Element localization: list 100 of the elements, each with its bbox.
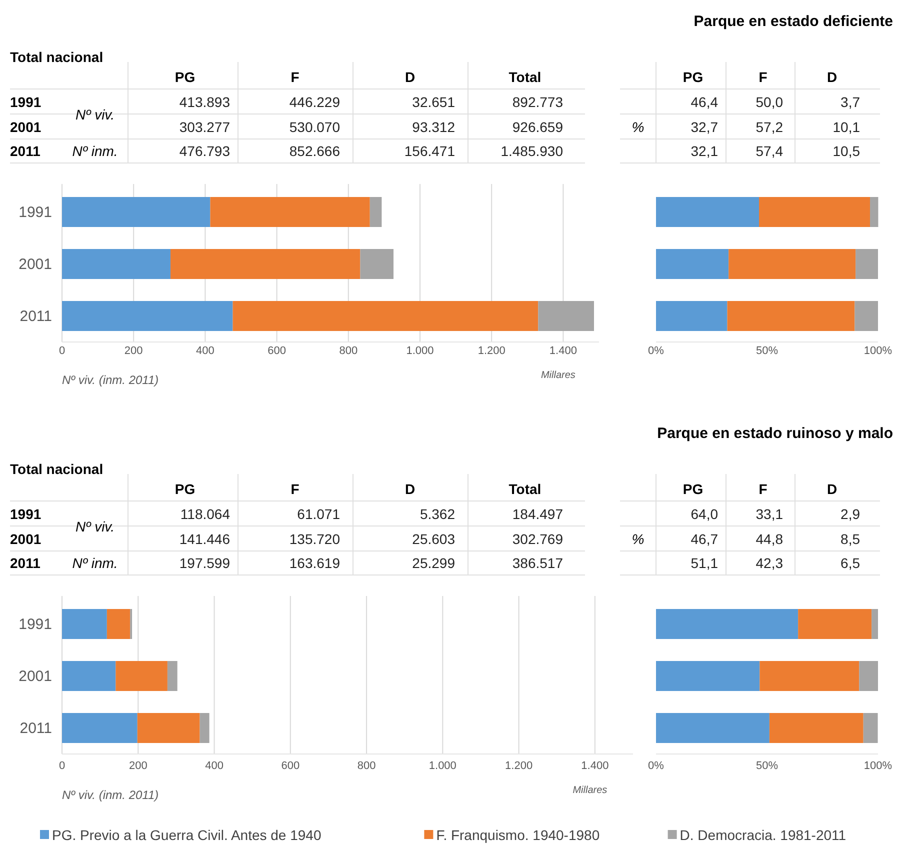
- bar: [62, 661, 116, 691]
- bar: [232, 301, 538, 331]
- bar: [370, 197, 382, 227]
- x-tick-label: 200: [124, 345, 143, 357]
- y-tick-label: 2001: [18, 256, 52, 273]
- bar: [872, 609, 878, 639]
- text: Parque en estado ruinoso y malo: [657, 425, 893, 442]
- category-label: D: [826, 69, 838, 85]
- text: 32,7: [690, 119, 718, 135]
- bar: [170, 249, 360, 279]
- bar: [656, 609, 798, 639]
- bar: [167, 661, 178, 691]
- category-label: PG: [682, 69, 704, 85]
- text: 93.312: [412, 119, 455, 135]
- text: 57,2: [756, 119, 783, 135]
- category-label: %: [632, 119, 644, 135]
- category-label: Total: [508, 481, 542, 497]
- y-tick-label: 1991: [18, 616, 52, 633]
- category-label: F: [758, 481, 768, 497]
- bar: [760, 661, 860, 691]
- text: 141.446: [179, 531, 230, 547]
- category-label: D: [404, 481, 416, 497]
- text: 156.471: [404, 143, 455, 159]
- text: 64,0: [690, 506, 718, 522]
- category-label: PG: [174, 481, 196, 497]
- legend-label: D. Democracia. 1981-2011: [680, 827, 846, 843]
- text: 2,9: [840, 506, 860, 522]
- x-tick-label: 0: [58, 760, 66, 772]
- text: 25.603: [412, 531, 455, 547]
- bar: [116, 661, 168, 691]
- text: 413.893: [179, 94, 230, 110]
- y-tick-label: 2011: [20, 720, 52, 737]
- bar: [210, 197, 370, 227]
- x-tick-label: 1.200: [505, 760, 533, 772]
- category-label: D: [404, 69, 416, 85]
- bar: [62, 301, 233, 331]
- category-label: F: [290, 481, 300, 497]
- text: 5.362: [420, 506, 455, 522]
- x-tick-label: 1.400: [581, 760, 609, 772]
- bar: [769, 713, 864, 743]
- y-tick-label: 1991: [18, 204, 52, 221]
- x-tick-label: 600: [268, 345, 286, 357]
- text: 32.651: [412, 94, 455, 110]
- bar: [656, 713, 770, 743]
- text: 6,5: [840, 555, 860, 571]
- text: 44,8: [756, 531, 783, 547]
- bar: [62, 197, 210, 227]
- x-axis-title: Millares: [572, 785, 608, 796]
- text: 46,7: [690, 531, 718, 547]
- text: 10,5: [832, 143, 860, 159]
- text: 386.517: [512, 555, 563, 571]
- x-tick-label: 1.000: [406, 345, 434, 357]
- text: 1.485.930: [500, 143, 563, 159]
- x-axis-title: Millares: [540, 370, 576, 381]
- text: Nº viv. (inm. 2011): [62, 373, 159, 387]
- text: 32,1: [690, 143, 718, 159]
- x-tick-label: 1.200: [478, 345, 506, 357]
- category-label: D: [826, 481, 838, 497]
- text: 476.793: [179, 143, 230, 159]
- text: 25.299: [412, 555, 455, 571]
- x-tick-label: 800: [357, 760, 376, 772]
- text: 33,1: [756, 506, 783, 522]
- bar: [863, 713, 878, 743]
- category-label: Nº inm.: [72, 143, 118, 159]
- category-label: Nº viv.: [75, 518, 115, 534]
- category-label: Nº viv.: [75, 106, 115, 122]
- text: Total nacional: [10, 49, 104, 65]
- text: 135.720: [289, 531, 340, 547]
- x-tick-label: 0: [58, 345, 66, 357]
- bar: [538, 301, 594, 331]
- category-label: Nº inm.: [72, 555, 118, 571]
- x-tick-label: 0%: [648, 345, 664, 357]
- text: 51,1: [690, 555, 718, 571]
- x-tick-label: 0%: [648, 760, 664, 772]
- text: 303.277: [179, 119, 230, 135]
- text: 197.599: [179, 555, 230, 571]
- text: Parque en estado deficiente: [694, 13, 893, 30]
- text: 926.659: [512, 119, 563, 135]
- category-label: F: [290, 69, 300, 85]
- text: 163.619: [289, 555, 340, 571]
- category-label: %: [632, 531, 644, 547]
- bar: [137, 713, 200, 743]
- text: 446.229: [289, 94, 340, 110]
- x-tick-label: 200: [128, 760, 148, 772]
- text: 8,5: [840, 531, 860, 547]
- x-tick-label: 600: [281, 760, 300, 772]
- x-tick-label: 400: [196, 345, 214, 357]
- bar: [62, 249, 170, 279]
- bar: [62, 609, 107, 639]
- x-tick-label: 1.000: [428, 760, 456, 772]
- bar: [656, 661, 760, 691]
- text: 10,1: [832, 119, 860, 135]
- bar: [798, 609, 872, 639]
- bar: [360, 249, 394, 279]
- category-label: F: [758, 69, 768, 85]
- x-tick-label: 800: [339, 345, 358, 357]
- bar: [106, 609, 130, 639]
- x-tick-label: 100%: [864, 760, 892, 772]
- bar: [200, 713, 210, 743]
- text: 892.773: [512, 94, 563, 110]
